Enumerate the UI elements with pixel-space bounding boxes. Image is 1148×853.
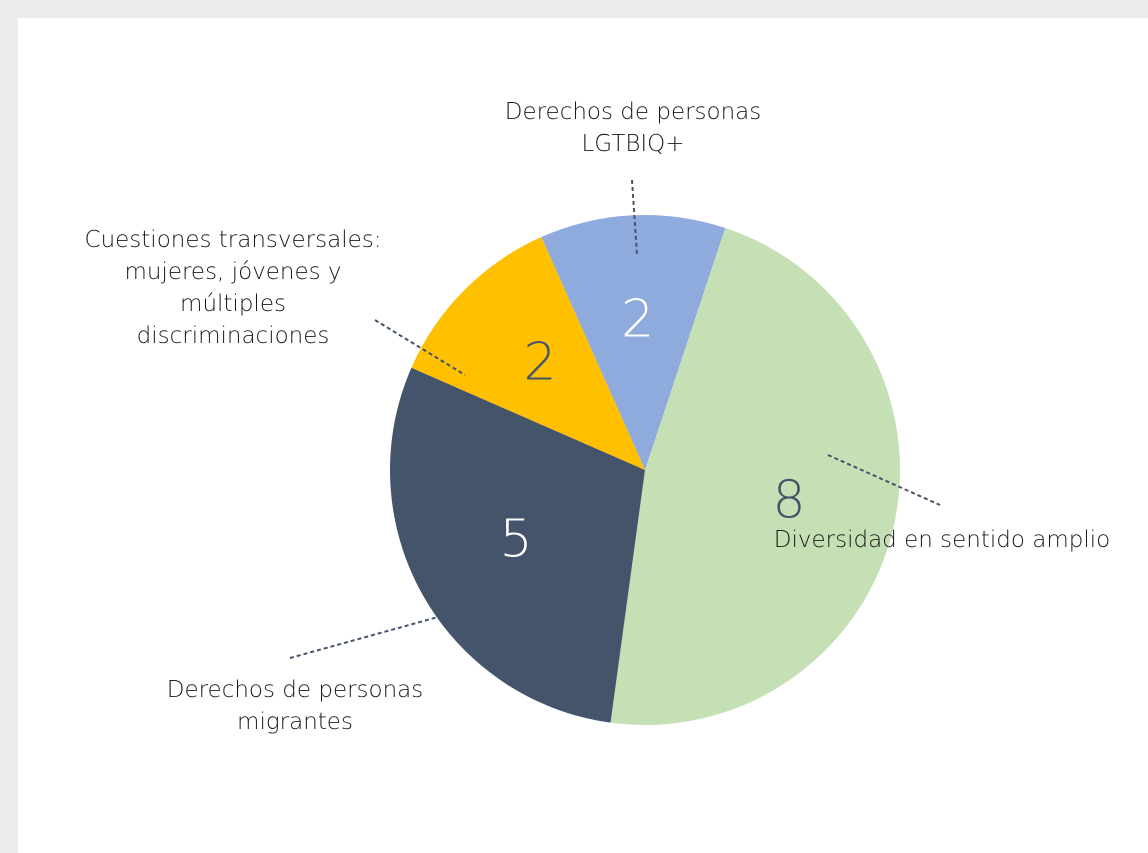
pie-slice bbox=[390, 367, 645, 723]
category-label: Derechos de personas migrantes bbox=[166, 677, 424, 735]
category-label: Derechos de personas LGTBIQ+ bbox=[504, 99, 762, 157]
leader-line bbox=[289, 616, 439, 659]
pie-slice bbox=[541, 215, 726, 470]
data-label: 2 bbox=[524, 333, 557, 393]
leader-line bbox=[374, 319, 466, 376]
pie-slice bbox=[411, 237, 645, 470]
data-label: 2 bbox=[621, 289, 654, 349]
category-label: Cuestiones transversales: mujeres, jóven… bbox=[84, 227, 382, 349]
data-label: 5 bbox=[499, 509, 532, 569]
pie-slice bbox=[610, 227, 901, 726]
data-label: 8 bbox=[773, 470, 806, 530]
category-label: Diversidad en sentido amplio bbox=[773, 527, 1111, 553]
leader-line bbox=[631, 179, 638, 256]
